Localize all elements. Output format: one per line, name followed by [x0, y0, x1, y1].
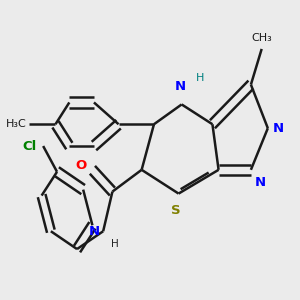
Text: H₃C: H₃C	[5, 119, 26, 129]
Text: N: N	[272, 122, 284, 135]
Text: Cl: Cl	[23, 140, 37, 152]
Text: CH₃: CH₃	[251, 33, 272, 43]
Text: O: O	[76, 159, 87, 172]
Text: N: N	[89, 225, 100, 238]
Text: N: N	[175, 80, 186, 92]
Text: S: S	[171, 203, 180, 217]
Text: H: H	[196, 73, 204, 82]
Text: N: N	[255, 176, 266, 189]
Text: H: H	[111, 239, 118, 249]
